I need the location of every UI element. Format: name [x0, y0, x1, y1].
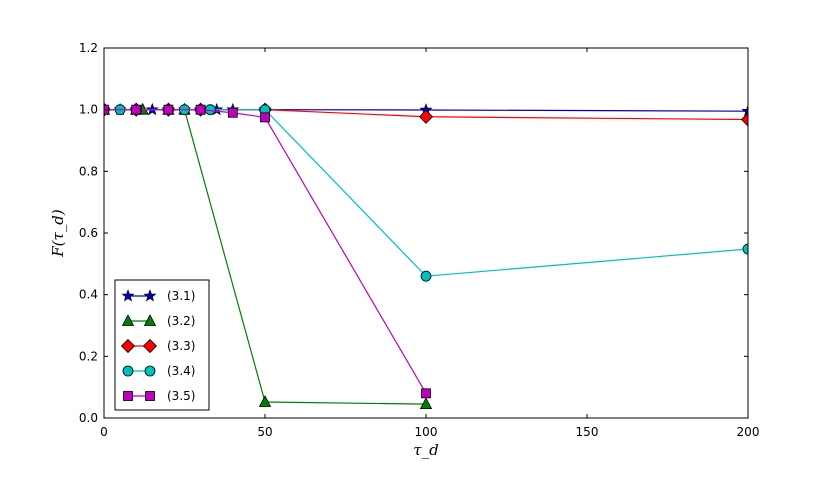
y-axis-label: F(τ_d) [49, 209, 67, 258]
y-tick-label: 0.2 [79, 349, 98, 363]
legend-entry: (3.4) [122, 364, 195, 378]
data-point [258, 395, 272, 407]
legend-label: (3.2) [167, 314, 195, 328]
data-point [195, 104, 206, 115]
data-point [420, 270, 432, 282]
legend-label: (3.4) [167, 364, 195, 378]
x-tick-label: 200 [737, 425, 760, 439]
legend-marker [121, 314, 135, 326]
legend-entry: (3.2) [121, 314, 195, 328]
x-tick-label: 150 [576, 425, 599, 439]
data-point [418, 109, 434, 124]
data-point [163, 104, 174, 115]
plot-area [104, 102, 748, 410]
legend-marker [145, 391, 155, 401]
data-point [741, 104, 748, 117]
data-point [421, 388, 431, 399]
data-point [742, 243, 748, 255]
series-4 [104, 104, 748, 282]
y-tick-label: 1.0 [79, 103, 98, 117]
data-point [131, 104, 142, 115]
legend-entry: (3.3) [120, 338, 195, 354]
legend-entry: (3.1) [121, 289, 195, 303]
y-tick-label: 0.4 [79, 288, 98, 302]
legend-entry: (3.5) [123, 389, 195, 403]
legend-marker [122, 365, 134, 377]
data-point [740, 112, 748, 127]
y-axis: 0.0 0.2 0.4 0.6 0.8 1.0 1.2 [79, 41, 748, 425]
legend-marker [143, 289, 157, 302]
y-tick-label: 0.0 [79, 411, 98, 425]
legend-marker [120, 338, 136, 354]
legend-marker [143, 314, 157, 326]
x-tick-label: 50 [257, 425, 272, 439]
data-point [419, 397, 433, 410]
data-point [227, 107, 238, 118]
legend-label: (3.3) [167, 339, 195, 353]
legend-marker [121, 289, 135, 302]
x-axis: 0 50 100 150 200 [100, 48, 759, 439]
legend-label: (3.5) [167, 389, 195, 403]
legend-label: (3.1) [167, 289, 195, 303]
x-tick-label: 0 [100, 425, 108, 439]
legend: (3.1) (3.2) (3.3) (3.4) (3.5) [114, 279, 210, 411]
series-line [104, 109, 748, 277]
x-axis-label: τ_d [413, 441, 438, 459]
y-tick-label: 1.2 [79, 41, 98, 55]
legend-marker [123, 391, 133, 401]
legend-marker [142, 338, 158, 354]
x-tick-label: 100 [415, 425, 438, 439]
legend-marker [144, 365, 156, 377]
y-tick-label: 0.8 [79, 164, 98, 178]
data-point [260, 112, 270, 123]
y-tick-label: 0.6 [79, 226, 98, 240]
